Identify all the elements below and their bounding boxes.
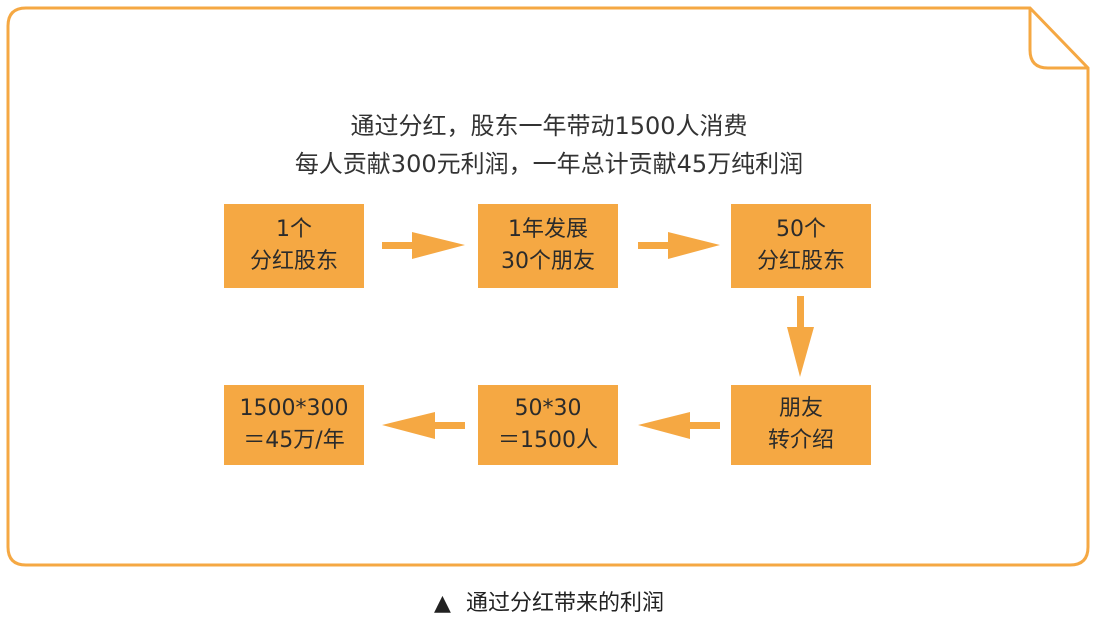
step-box-50-shareholders: 50个 分红股东 (731, 204, 871, 288)
dog-ear-fold (1028, 8, 1088, 70)
box-line-2: ＝1500人 (498, 428, 598, 453)
box-line-2: 30个朋友 (501, 249, 595, 274)
step-box-annual-profit: 1500*300 ＝45万/年 (224, 385, 364, 465)
box-line-2: 分红股东 (756, 249, 845, 274)
box-line-2: ＝45万/年 (243, 428, 345, 453)
arrow-down (787, 296, 814, 377)
arrow-left-1 (638, 412, 720, 439)
box-line-1: 50*30 (514, 396, 582, 421)
box-line-1: 1500*300 (239, 396, 349, 421)
arrow-right-1 (382, 232, 465, 259)
box-line-2: 转介绍 (767, 428, 834, 453)
step-box-referral: 朋友 转介绍 (731, 385, 871, 465)
figure-caption: ▲ 通过分红带来的利润 (0, 585, 1098, 617)
box-line-1: 朋友 (778, 396, 823, 421)
step-box-develop-friends: 1年发展 30个朋友 (478, 204, 618, 288)
arrow-left-2 (382, 412, 465, 439)
box-line-1: 1个 (276, 217, 312, 242)
headline-line-2: 每人贡献300元利润，一年总计贡献45万纯利润 (294, 150, 804, 178)
step-box-shareholder: 1个 分红股东 (224, 204, 364, 288)
caption-text: 通过分红带来的利润 (465, 591, 664, 616)
arrow-right-2 (638, 232, 720, 259)
box-line-1: 50个 (776, 217, 826, 242)
box-line-1: 1年发展 (508, 217, 588, 242)
step-box-1500-people: 50*30 ＝1500人 (478, 385, 618, 465)
headline-line-1: 通过分红，股东一年带动1500人消费 (350, 112, 748, 140)
folded-corner-frame (6, 6, 1090, 567)
triangle-marker-icon: ▲ (434, 591, 451, 616)
box-line-2: 分红股东 (249, 249, 338, 274)
